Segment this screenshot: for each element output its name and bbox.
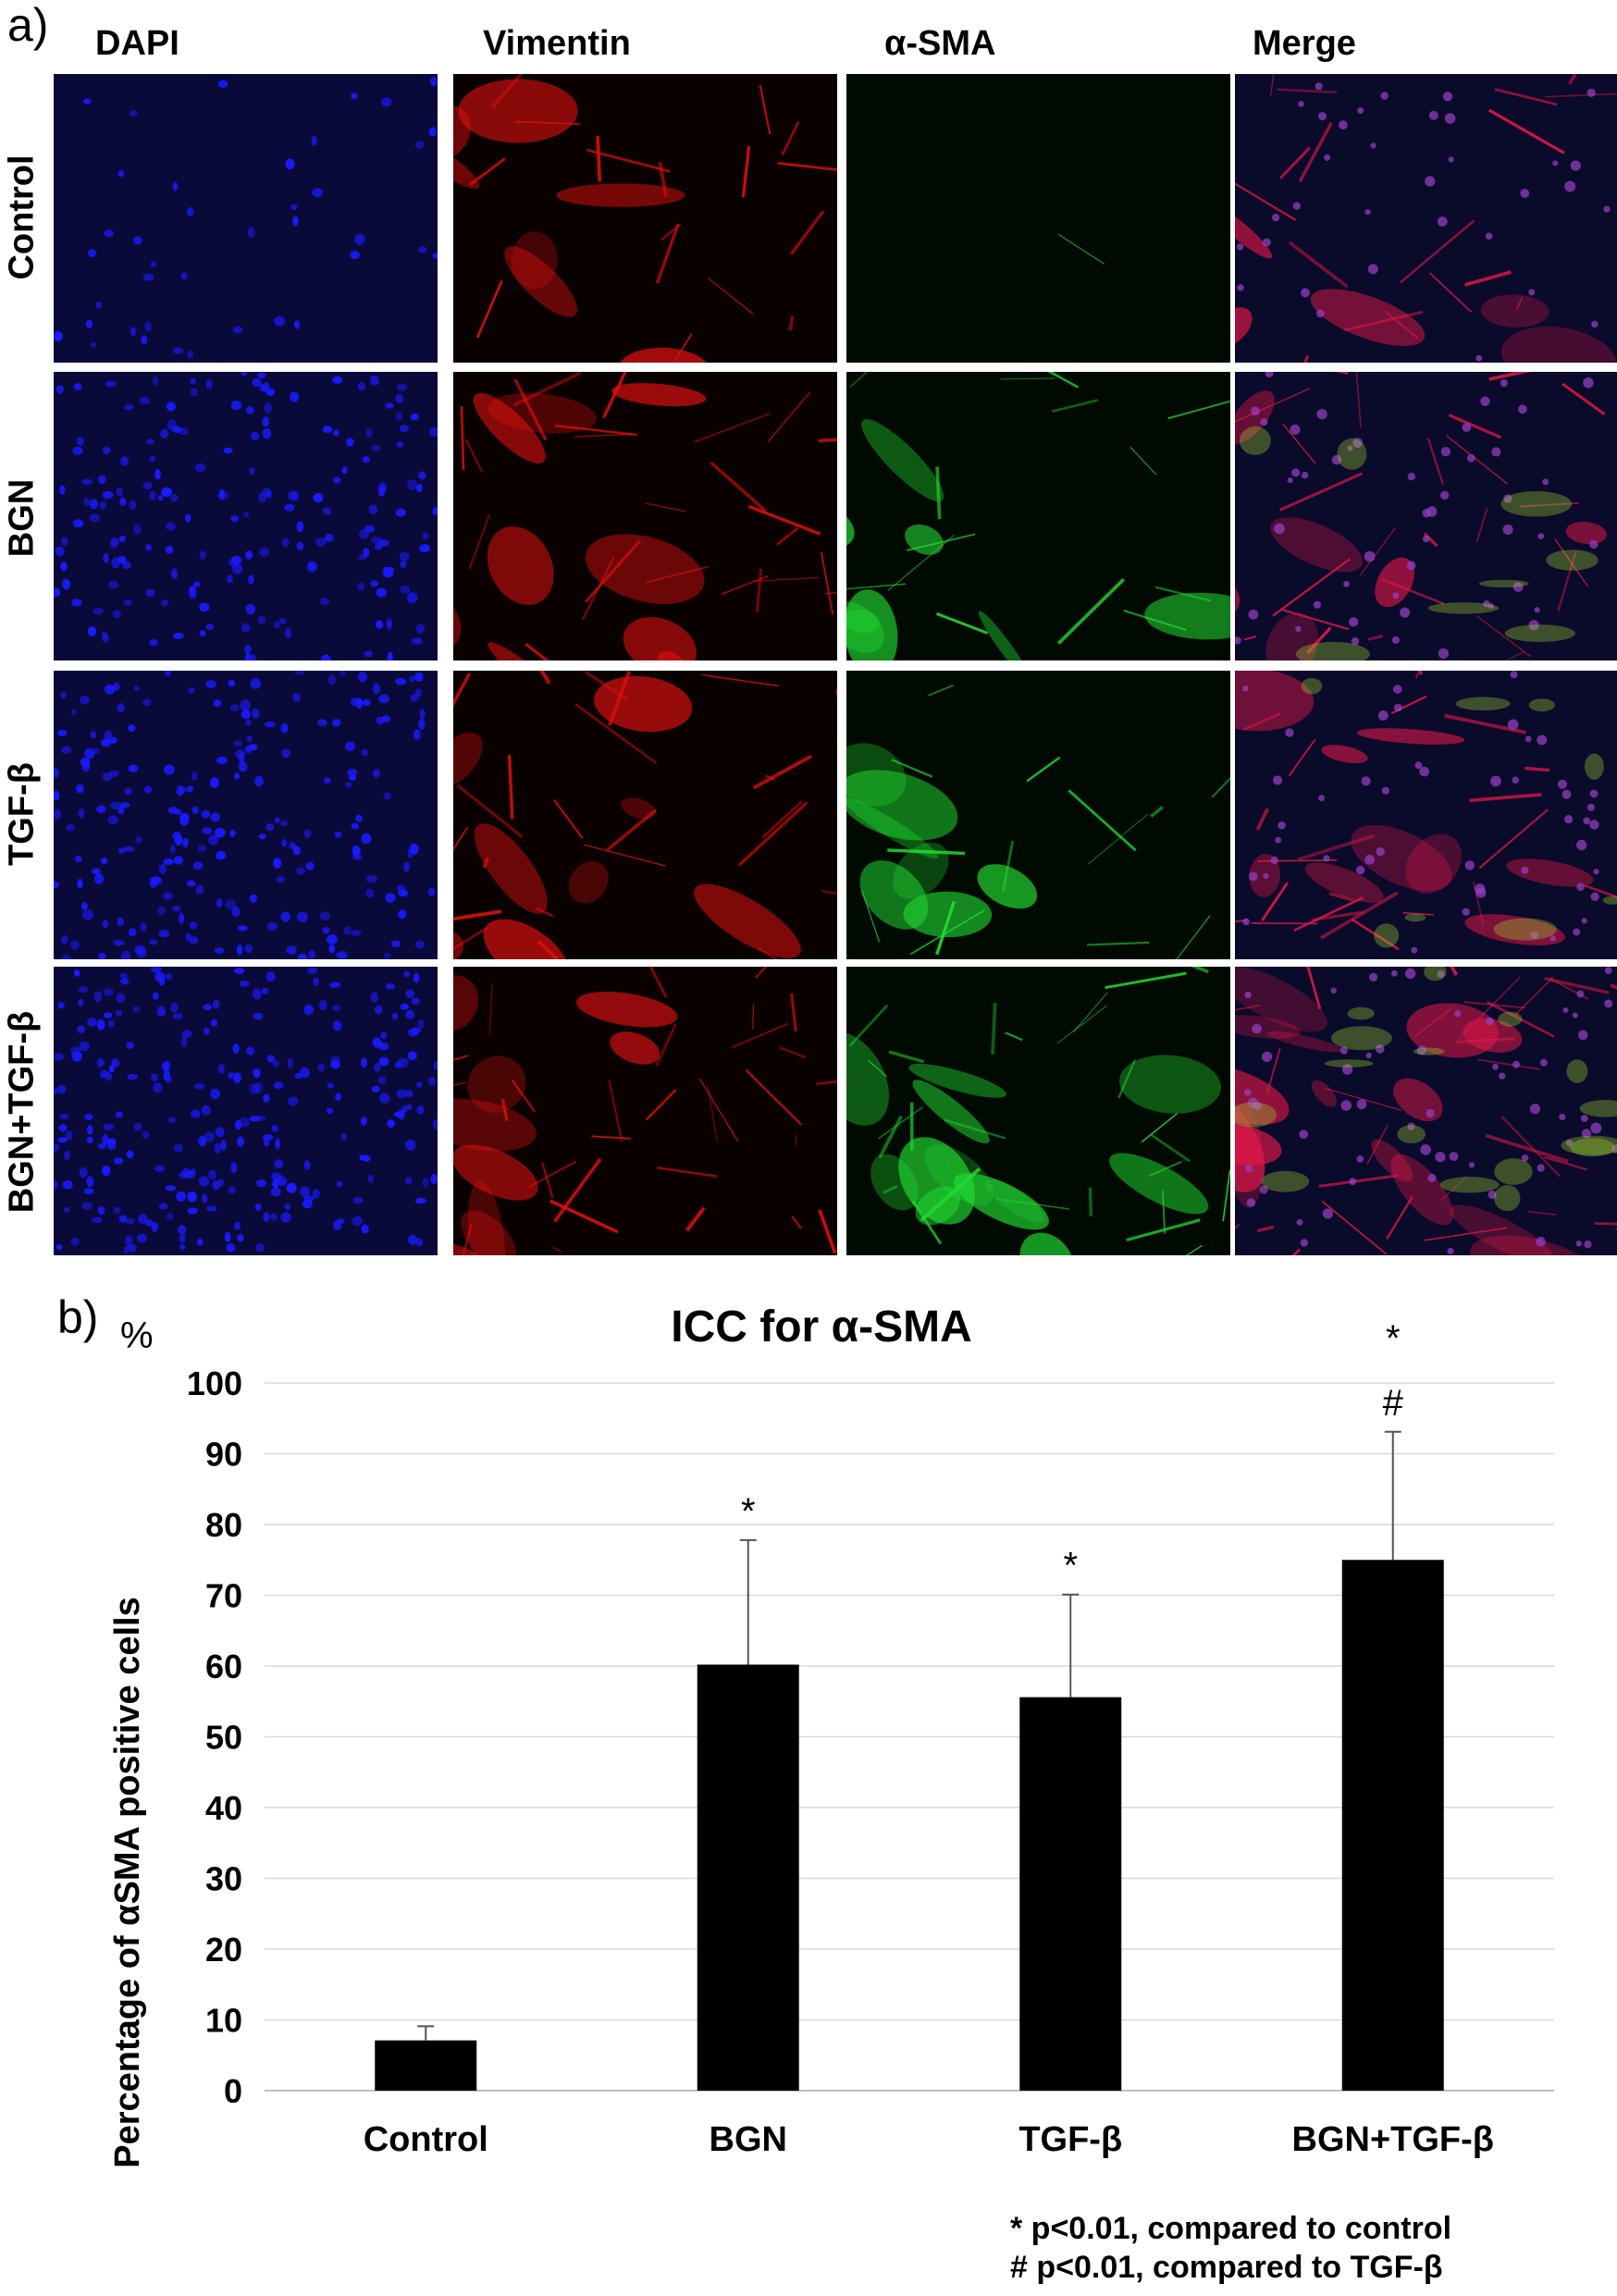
panel-b-label: b) — [57, 1291, 99, 1343]
x-tick-labels: Control BGN TGF-β BGN+TGF-β — [364, 2120, 1494, 2159]
y-tick-label: 30 — [205, 1860, 242, 1898]
micrograph-sma-control — [846, 74, 1230, 363]
bar — [1019, 1697, 1122, 2091]
significance-marker: * — [741, 1491, 756, 1532]
column-header-dapi: DAPI — [95, 24, 179, 63]
x-tick-label: TGF-β — [1018, 2120, 1122, 2159]
y-tick-labels: 0 10 20 30 40 50 60 70 80 90 100 — [187, 1364, 242, 2110]
micrograph-dapi-bgntgf — [54, 967, 438, 1255]
row-label-control: Control — [2, 154, 42, 280]
column-header-vimentin: Vimentin — [483, 24, 631, 63]
micrograph-merge-bgntgf — [1235, 967, 1617, 1255]
micrograph-sma-bgntgf — [846, 967, 1230, 1255]
micrograph-sma-bgn — [846, 372, 1230, 660]
micrograph-dapi-bgn — [54, 372, 438, 660]
y-tick-label: 70 — [205, 1577, 242, 1615]
y-axis-label: Percentage of αSMA positive cells — [108, 1597, 147, 2167]
row-label-bgn: BGN — [2, 478, 42, 558]
panel-a-label: a) — [7, 0, 49, 51]
y-tick-label: 0 — [224, 2072, 242, 2110]
y-tick-label: 90 — [205, 1436, 242, 1474]
micrograph-dapi-tgf — [54, 671, 438, 959]
micrograph-vimentin-bgntgf — [453, 967, 837, 1255]
y-tick-label: 60 — [205, 1648, 242, 1685]
micrograph-merge-tgf — [1235, 671, 1617, 959]
y-unit-label: % — [120, 1315, 154, 1356]
column-header-merge: Merge — [1253, 24, 1356, 63]
micrograph-vimentin-tgf — [453, 671, 837, 959]
bar — [1341, 1560, 1444, 2091]
significance-marker: # — [1383, 1383, 1404, 1424]
micrograph-dapi-control — [54, 74, 438, 363]
footnote-control: * p<0.01, compared to control — [1010, 2211, 1452, 2246]
y-tick-label: 40 — [205, 1789, 242, 1827]
y-tick-label: 80 — [205, 1506, 242, 1544]
y-tick-label: 10 — [205, 2002, 242, 2040]
x-tick-label: Control — [364, 2120, 488, 2159]
column-header-asma: α-SMA — [884, 24, 996, 63]
micrograph-merge-control — [1235, 74, 1617, 363]
gridlines — [265, 1382, 1554, 2092]
chart-title: ICC for α-SMA — [671, 1302, 971, 1352]
bars: * * * # — [375, 1318, 1444, 2091]
y-tick-label: 50 — [205, 1719, 242, 1757]
y-tick-label: 100 — [187, 1364, 242, 1402]
bar — [375, 2040, 477, 2091]
significance-marker: * — [1386, 1318, 1401, 1359]
micrograph-sma-tgf — [846, 671, 1230, 959]
x-tick-label: BGN+TGF-β — [1292, 2120, 1494, 2159]
bar-chart: ICC for α-SMA Percentage of αSMA positiv… — [108, 1302, 1554, 2168]
significance-marker: * — [1063, 1546, 1078, 1586]
bar — [697, 1664, 799, 2091]
row-label-tgfb: TGF-β — [2, 762, 42, 866]
micrograph-vimentin-control — [453, 74, 837, 363]
micrograph-merge-bgn — [1235, 372, 1617, 660]
row-label-bgn-tgfb: BGN+TGF-β — [2, 1010, 42, 1214]
footnote-tgfb: # p<0.01, compared to TGF-β — [1010, 2250, 1443, 2285]
y-tick-label: 20 — [205, 1931, 242, 1969]
micrograph-vimentin-bgn — [453, 372, 837, 660]
x-tick-label: BGN — [710, 2120, 787, 2159]
